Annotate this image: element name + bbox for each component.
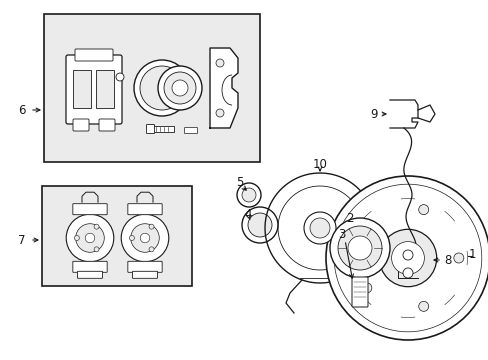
Bar	[96, 70, 114, 108]
Circle shape	[129, 235, 134, 240]
FancyBboxPatch shape	[73, 261, 107, 272]
Circle shape	[242, 188, 256, 202]
Text: 8: 8	[444, 253, 451, 266]
FancyBboxPatch shape	[66, 55, 122, 124]
Bar	[44, 14, 260, 162]
Circle shape	[172, 80, 187, 96]
Text: 9: 9	[369, 108, 377, 121]
Circle shape	[216, 109, 224, 117]
Circle shape	[149, 247, 154, 252]
Circle shape	[391, 242, 424, 274]
Circle shape	[76, 224, 104, 252]
Text: 6: 6	[18, 104, 26, 117]
Circle shape	[418, 301, 428, 311]
Circle shape	[402, 250, 412, 260]
Bar	[73, 70, 91, 108]
Circle shape	[237, 183, 261, 207]
Circle shape	[216, 59, 224, 67]
Circle shape	[94, 247, 99, 252]
Circle shape	[325, 176, 488, 340]
Polygon shape	[209, 48, 238, 128]
FancyBboxPatch shape	[127, 204, 162, 215]
Bar	[42, 186, 192, 286]
Circle shape	[140, 233, 149, 243]
FancyBboxPatch shape	[73, 204, 107, 215]
FancyBboxPatch shape	[132, 271, 157, 278]
Circle shape	[337, 226, 381, 270]
Bar	[152, 126, 174, 132]
Circle shape	[94, 224, 99, 229]
Circle shape	[402, 268, 412, 278]
FancyBboxPatch shape	[99, 119, 115, 131]
Circle shape	[149, 224, 154, 229]
Text: 4: 4	[244, 207, 251, 220]
Circle shape	[242, 207, 278, 243]
Polygon shape	[389, 100, 417, 128]
Circle shape	[309, 218, 329, 238]
Circle shape	[347, 236, 371, 260]
Circle shape	[329, 218, 389, 278]
Circle shape	[158, 66, 202, 110]
FancyBboxPatch shape	[146, 125, 154, 134]
Circle shape	[121, 214, 168, 262]
Circle shape	[361, 283, 371, 293]
Text: 1: 1	[468, 248, 475, 261]
Circle shape	[66, 214, 114, 262]
Circle shape	[74, 235, 79, 240]
FancyBboxPatch shape	[184, 127, 197, 134]
Circle shape	[333, 184, 481, 332]
Circle shape	[453, 253, 463, 263]
Text: 10: 10	[312, 158, 327, 171]
FancyBboxPatch shape	[351, 277, 367, 307]
FancyBboxPatch shape	[127, 261, 162, 272]
Text: 7: 7	[18, 234, 26, 247]
FancyBboxPatch shape	[73, 119, 89, 131]
Circle shape	[247, 213, 271, 237]
Circle shape	[418, 204, 428, 215]
Circle shape	[130, 224, 159, 252]
Circle shape	[116, 73, 124, 81]
Circle shape	[361, 223, 371, 233]
Text: 3: 3	[338, 228, 345, 240]
Circle shape	[163, 72, 196, 104]
Circle shape	[379, 229, 436, 287]
Text: 5: 5	[236, 176, 243, 189]
FancyBboxPatch shape	[75, 49, 113, 61]
Circle shape	[140, 66, 183, 110]
Circle shape	[304, 212, 335, 244]
Text: 2: 2	[346, 211, 353, 225]
Circle shape	[85, 233, 95, 243]
FancyBboxPatch shape	[77, 271, 102, 278]
Circle shape	[134, 60, 190, 116]
